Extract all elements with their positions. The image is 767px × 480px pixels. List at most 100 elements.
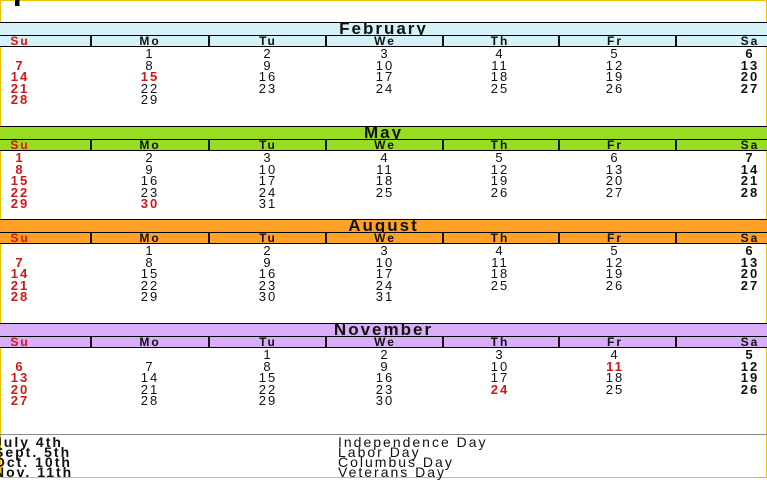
date-cell: 5 [745,347,755,362]
date-cell: 22 [140,80,160,96]
week-row: 1 2 3 4 5 [0,347,767,362]
column-separator [208,233,210,243]
date-cell: 9 [263,254,273,270]
month-title: February [0,20,767,37]
day-header-mo: Mo [139,138,161,152]
date-cell: 28 [10,289,30,304]
date-cell: 19 [490,173,510,188]
column-separator [90,233,92,243]
date-cell: 24 [490,381,510,397]
date-cell: 4 [495,46,505,61]
column-separator [558,140,560,150]
date-cell: 6 [745,243,755,258]
date-cell: 10 [258,161,278,177]
date-cell: 16 [140,173,160,188]
date-cell: 13 [605,161,625,177]
date-cell: 28 [10,92,30,107]
date-cell: 20 [10,381,30,397]
date-cell: 21 [740,173,760,188]
week-row: 28 29 [0,92,767,107]
date-cell: 27 [10,393,30,408]
day-header-mo: Mo [139,231,161,245]
week-row: 14 15 16 17 18 19 20 [0,69,767,84]
holiday-date: Nov. 11th [0,464,74,480]
date-cell: 7 [15,254,25,270]
date-cell: 29 [10,196,30,211]
column-separator [442,36,444,46]
date-cell: 27 [605,184,625,200]
date-cell: 8 [145,254,155,270]
date-cell: 26 [490,184,510,200]
date-cell: 8 [15,161,25,177]
date-cell: 23 [140,184,160,200]
date-cell: 8 [145,57,155,73]
column-separator [442,337,444,347]
column-separator [325,233,327,243]
date-cell: 17 [375,69,395,84]
date-cell: 29 [258,393,278,408]
week-row: 1 2 3 4 5 6 7 [0,150,767,165]
holiday-row: Sept. 5th Labor Day [0,445,767,459]
day-header-row: Su Mo Tu We Th Fr Sa [0,34,767,48]
date-cell: 18 [605,370,625,385]
day-header-sa: Sa [740,34,760,48]
date-cell: 12 [490,161,510,177]
date-cell: 22 [10,184,30,200]
day-header-mo: Mo [139,34,161,48]
holiday-name: Columbus Day [338,454,454,470]
column-separator [675,337,677,347]
date-cell: 24 [375,80,395,96]
date-cell: 6 [15,358,25,374]
date-cell: 17 [490,370,510,385]
date-cell: 19 [605,266,625,281]
date-cell: 11 [606,358,624,374]
date-cell: 28 [740,184,760,200]
date-cell: 14 [10,266,30,281]
day-header-th: Th [490,335,510,349]
date-cell: 16 [375,370,395,385]
week-row: 1 2 3 4 5 6 [0,46,767,61]
date-cell: 6 [745,46,755,61]
column-separator [90,140,92,150]
date-cell: 6 [610,150,620,165]
holiday-row: Nov. 11th Veterans Day [0,464,767,480]
date-cell: 26 [605,80,625,96]
holiday-row: July 4th Independence Day [0,434,767,450]
date-cell: 18 [490,266,510,281]
column-separator [90,337,92,347]
day-header-tu: Tu [259,231,277,245]
column-separator [675,140,677,150]
column-separator [675,36,677,46]
holiday-date: Oct. 10th [0,454,72,470]
day-header-sa: Sa [740,335,760,349]
holiday-date: July 4th [0,434,63,450]
column-separator [325,140,327,150]
date-cell: 30 [140,196,160,211]
date-cell: 30 [375,393,395,408]
date-cell: 25 [375,184,395,200]
date-cell: 10 [375,254,395,270]
column-separator [90,36,92,46]
holiday-name: Independence Day [338,434,488,450]
date-cell: 29 [140,289,160,304]
date-cell: 24 [258,184,278,200]
day-header-we: We [374,34,396,48]
date-cell: 12 [605,57,625,73]
week-row: 20 21 22 23 24 25 26 [0,381,767,397]
date-cell: 29 [140,92,160,107]
week-row: 15 16 17 18 19 20 21 [0,173,767,188]
column-separator [558,36,560,46]
holiday-list: July 4th Independence Day Sept. 5th Labo… [0,434,767,479]
month-title: August [0,217,767,234]
date-cell: 26 [740,381,760,397]
date-cell: 18 [490,69,510,84]
date-cell: 15 [140,266,160,281]
date-cell: 1 [145,243,155,258]
day-header-sa: Sa [740,138,760,152]
week-row: 13 14 15 16 17 18 19 [0,370,767,385]
day-header-row: Su Mo Tu We Th Fr Sa [0,335,767,349]
date-cell: 13 [740,57,760,73]
date-cell: 21 [10,80,30,96]
date-cell: 7 [145,358,155,374]
week-row: 29 30 31 [0,196,767,211]
